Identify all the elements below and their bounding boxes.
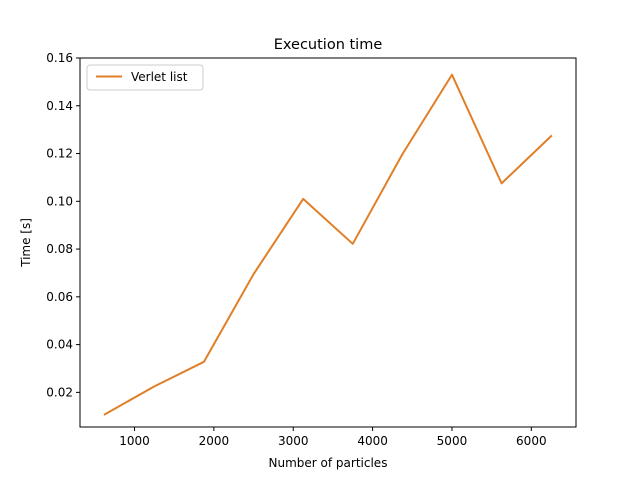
y-tick-label: 0.14 [46, 99, 73, 113]
y-tick-label: 0.12 [46, 147, 73, 161]
x-axis-title: Number of particles [269, 456, 388, 470]
y-tick-label: 0.04 [46, 338, 73, 352]
y-tick-label: 0.10 [46, 194, 73, 208]
x-axis-ticks: 1000 2000 3000 4000 5000 6000 [119, 427, 547, 448]
series-layer [103, 73, 553, 416]
x-tick-label: 3000 [278, 434, 309, 448]
legend-label-verlet-list: Verlet list [131, 70, 188, 84]
y-axis-ticks: 0.02 0.04 0.06 0.08 0.10 0.12 0.14 0.16 [46, 51, 80, 399]
chart-title: Execution time [274, 37, 383, 53]
axes-frame [79, 57, 577, 428]
x-tick-label: 2000 [199, 434, 230, 448]
x-tick-label: 6000 [516, 434, 547, 448]
x-tick-label: 4000 [357, 434, 388, 448]
y-tick-label: 0.16 [46, 51, 73, 65]
y-axis-title: Time [s] [19, 218, 33, 268]
legend-box [86, 64, 204, 91]
x-tick-label: 5000 [437, 434, 468, 448]
y-tick-label: 0.08 [46, 242, 73, 256]
legend: Verlet list [86, 64, 204, 91]
y-tick-label: 0.02 [46, 385, 73, 399]
x-tick-label: 1000 [119, 434, 150, 448]
plot-area: 1000 2000 3000 4000 5000 6000 0.020.040.060.0… [46, 51, 577, 448]
series-line-verlet-list [103, 73, 553, 416]
y-tick-label: 0.06 [46, 290, 73, 304]
